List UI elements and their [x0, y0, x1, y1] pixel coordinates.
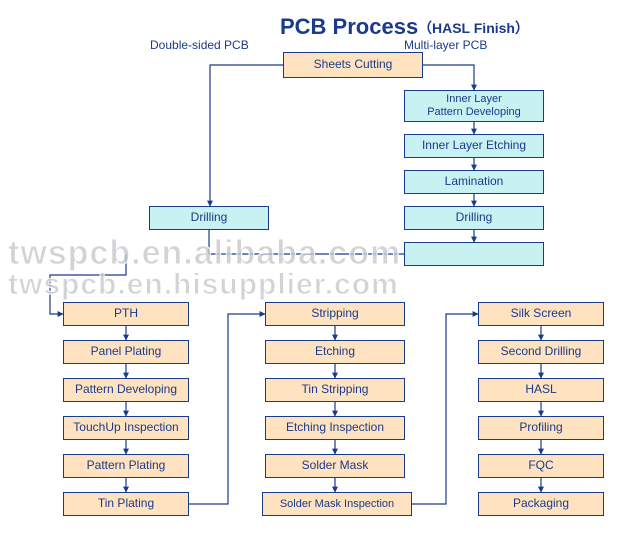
node-pdevel: Pattern Developing: [63, 378, 189, 402]
node-strip: Stripping: [265, 302, 405, 326]
node-sdrill: Second Drilling: [478, 340, 604, 364]
node-silk: Silk Screen: [478, 302, 604, 326]
watermark-1: twspcb.en.hisupplier.com: [8, 268, 399, 302]
node-fqc: FQC: [478, 454, 604, 478]
node-prof: Profiling: [478, 416, 604, 440]
label-double-sided: Double-sided PCB: [150, 38, 249, 52]
node-drill2: Drilling: [404, 206, 544, 230]
node-lam: Lamination: [404, 170, 544, 194]
node-tin: Tin Plating: [63, 492, 189, 516]
node-touchup: TouchUp Inspection: [63, 416, 189, 440]
flowchart-canvas: PCB Process （HASL Finish） Double-sided P…: [0, 0, 622, 559]
node-ilpd: Inner LayerPattern Developing: [404, 90, 544, 122]
node-drill1: Drilling: [149, 206, 269, 230]
chart-subtitle: （HASL Finish）: [418, 18, 529, 38]
node-sheets: Sheets Cutting: [283, 52, 423, 78]
node-etch: Etching: [265, 340, 405, 364]
label-multi-layer: Multi-layer PCB: [404, 38, 487, 52]
watermark-0: twspcb.en.alibaba.com: [8, 234, 401, 273]
node-smask: Solder Mask: [265, 454, 405, 478]
edge-13: [189, 314, 265, 504]
node-pplating: Pattern Plating: [63, 454, 189, 478]
edge-19: [412, 314, 478, 504]
node-tinstrip: Tin Stripping: [265, 378, 405, 402]
edge-1: [423, 65, 474, 90]
chart-title: PCB Process: [280, 14, 418, 40]
node-sminsp: Solder Mask Inspection: [262, 492, 412, 516]
node-pack: Packaging: [478, 492, 604, 516]
node-einsp: Etching Inspection: [265, 416, 405, 440]
node-panel: Panel Plating: [63, 340, 189, 364]
node-hasl: HASL: [478, 378, 604, 402]
node-iletch: Inner Layer Etching: [404, 134, 544, 158]
edge-0: [210, 65, 283, 206]
node-obscured: [404, 242, 544, 266]
node-pth: PTH: [63, 302, 189, 326]
